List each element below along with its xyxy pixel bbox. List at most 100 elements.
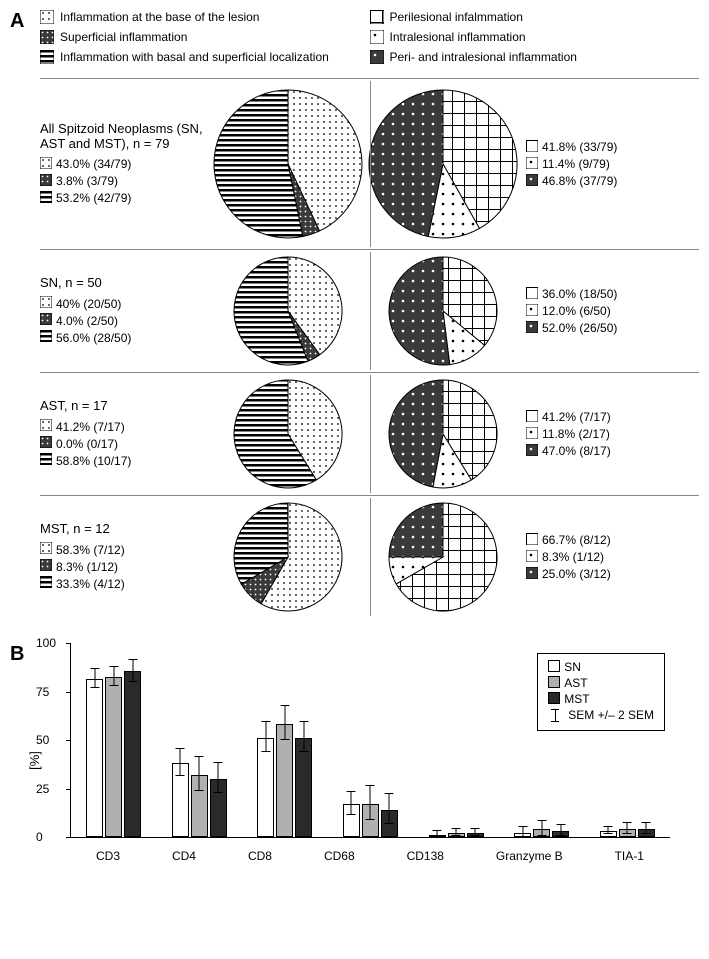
divider <box>370 81 371 247</box>
value-line: 25.0% (3/12) <box>526 567 699 582</box>
swatch-icon <box>526 157 538 172</box>
divider <box>370 252 371 370</box>
legend-label: AST <box>564 676 587 690</box>
bar-group <box>172 763 227 837</box>
legend-label: Intralesional inflammation <box>390 30 526 44</box>
swatch-icon <box>526 304 538 319</box>
value-text: 11.8% (2/17) <box>542 427 610 441</box>
x-tick-label: Granzyme B <box>496 849 563 863</box>
bar <box>105 677 122 837</box>
legend-item: SEM +/– 2 SEM <box>548 708 654 722</box>
error-bar <box>180 748 181 775</box>
swatch-icon <box>370 30 384 47</box>
value-text: 40% (20/50) <box>56 297 121 311</box>
value-text: 36.0% (18/50) <box>542 287 617 301</box>
swatch-icon <box>40 174 52 189</box>
error-bar <box>608 826 609 834</box>
value-text: 4.0% (2/50) <box>56 314 118 328</box>
bar <box>343 804 360 837</box>
value-line: 4.0% (2/50) <box>40 313 204 328</box>
bar-chart: [%] 0255075100 CD3CD4CD8CD68CD138Granzym… <box>70 643 670 863</box>
pie-chart <box>368 89 518 239</box>
legend-label: Superficial inflammation <box>60 30 187 44</box>
legend-label: SN <box>564 660 581 674</box>
value-text: 66.7% (8/12) <box>542 533 611 547</box>
error-bar <box>113 666 114 686</box>
value-line: 12.0% (6/50) <box>526 304 699 319</box>
bar <box>86 679 103 837</box>
legend-item: Superficial inflammation <box>40 30 370 47</box>
legend-label: Inflammation at the base of the lesion <box>60 10 259 24</box>
legend-label: SEM +/– 2 SEM <box>568 708 654 722</box>
swatch-icon <box>526 410 538 425</box>
legend-item: Intralesional inflammation <box>370 30 700 47</box>
divider <box>370 498 371 616</box>
value-line: 52.0% (26/50) <box>526 321 699 336</box>
swatch-icon <box>526 287 538 302</box>
value-text: 58.8% (10/17) <box>56 454 131 468</box>
pie-chart <box>388 379 498 489</box>
swatch-icon <box>526 321 538 336</box>
swatch-icon <box>548 676 560 688</box>
x-tick-label: CD8 <box>248 849 272 863</box>
error-bar <box>351 791 352 814</box>
pie-chart <box>233 256 343 366</box>
legend-item: AST <box>548 676 654 690</box>
x-tick-label: CD138 <box>407 849 444 863</box>
bar <box>638 829 655 837</box>
legend-label: Inflammation with basal and superficial … <box>60 50 329 64</box>
value-line: 11.4% (9/79) <box>526 157 699 172</box>
legend-item: MST <box>548 692 654 706</box>
swatch-icon <box>40 30 54 47</box>
error-bar <box>560 824 561 836</box>
pie-chart <box>213 89 363 239</box>
value-line: 41.2% (7/17) <box>526 410 699 425</box>
value-text: 41.8% (33/79) <box>542 140 617 154</box>
value-text: 58.3% (7/12) <box>56 543 125 557</box>
bar <box>467 833 484 837</box>
bar <box>276 724 293 837</box>
value-line: 11.8% (2/17) <box>526 427 699 442</box>
pie-chart <box>233 379 343 489</box>
value-line: 8.3% (1/12) <box>526 550 699 565</box>
x-tick-label: TIA-1 <box>615 849 644 863</box>
value-text: 52.0% (26/50) <box>542 321 617 335</box>
value-text: 11.4% (9/79) <box>542 157 610 171</box>
swatch-icon <box>40 542 52 557</box>
bar <box>514 833 531 837</box>
row-title: All Spitzoid Neoplasms (SN, AST and MST)… <box>40 121 204 151</box>
value-line: 0.0% (0/17) <box>40 436 204 451</box>
panel-b-label: B <box>10 643 24 666</box>
error-bar <box>437 830 438 838</box>
y-tick: 100 <box>36 636 56 650</box>
swatch-icon <box>548 692 560 704</box>
error-bar <box>646 822 647 834</box>
bar <box>448 833 465 837</box>
swatch-icon <box>40 50 54 67</box>
swatch-icon <box>370 50 384 67</box>
legend-label: MST <box>564 692 589 706</box>
error-bar <box>218 762 219 793</box>
swatch-icon <box>40 559 52 574</box>
swatch-icon <box>40 313 52 328</box>
y-tick: 25 <box>36 782 49 796</box>
legend-item: Peri- and intralesional inflammation <box>370 50 700 67</box>
y-tick: 75 <box>36 685 49 699</box>
bar-group <box>600 829 655 837</box>
swatch-icon <box>40 10 54 27</box>
error-bar <box>94 668 95 688</box>
value-text: 0.0% (0/17) <box>56 437 118 451</box>
swatch-icon <box>40 191 52 206</box>
error-bar <box>303 721 304 752</box>
error-bar <box>265 721 266 752</box>
pie-chart <box>388 502 498 612</box>
value-text: 56.0% (28/50) <box>56 331 131 345</box>
legend-top: Inflammation at the base of the lesion Su… <box>40 10 699 70</box>
error-bar <box>627 822 628 834</box>
value-line: 46.8% (37/79) <box>526 174 699 189</box>
bar <box>295 738 312 837</box>
y-tick: 50 <box>36 733 49 747</box>
swatch-icon <box>40 436 52 451</box>
value-line: 58.3% (7/12) <box>40 542 204 557</box>
row-title: SN, n = 50 <box>40 275 204 290</box>
